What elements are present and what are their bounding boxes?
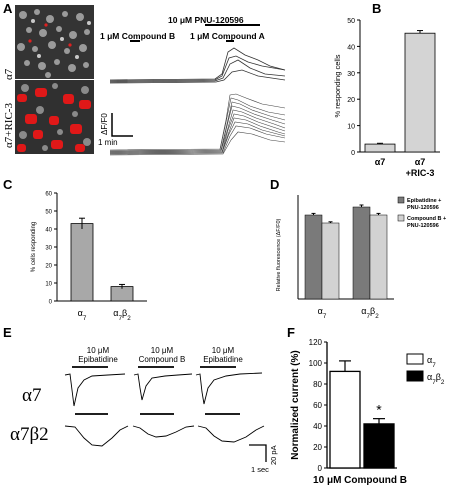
stim-e-3-conc: 10 μM bbox=[211, 346, 235, 355]
c-ytick-label: 40 bbox=[45, 228, 52, 234]
stim-e-2: 10 μM Compound B bbox=[122, 346, 202, 364]
f-xlabel: 10 μM Compound B bbox=[313, 475, 407, 486]
c-bar bbox=[110, 286, 134, 302]
d-bar bbox=[321, 222, 340, 300]
scale-bar-e bbox=[249, 444, 267, 462]
stim-e-3-name: Epibatidine bbox=[203, 355, 243, 364]
trace-e-a7b2-2 bbox=[132, 425, 195, 438]
stim-e-1-name: Epibatidine bbox=[78, 355, 118, 364]
d-legend-label: PNU-120596 bbox=[407, 205, 439, 211]
traces-a7 bbox=[109, 47, 286, 84]
f-legend-swatch bbox=[406, 370, 424, 382]
c-ytick-label: 60 bbox=[45, 192, 52, 198]
stim-label-pnu: 10 μM PNU-120596 bbox=[168, 15, 244, 25]
traces-a7-ric3 bbox=[109, 93, 286, 156]
scale-x-a: 1 min bbox=[98, 138, 118, 147]
d-ylabel: Relative fluorescence (ΔF/F0) bbox=[276, 218, 282, 291]
scale-x-e: 1 sec bbox=[251, 465, 269, 474]
scale-y-a: ΔF/F0 bbox=[100, 113, 109, 135]
f-ytick-label: 20 bbox=[313, 443, 322, 452]
stim-e-2-conc: 10 μM bbox=[150, 346, 174, 355]
f-ytick-label: 80 bbox=[313, 380, 322, 389]
micrograph-a7-ric3-image bbox=[15, 80, 94, 154]
panel-label-f: F bbox=[287, 325, 295, 340]
d-legend-swatch bbox=[397, 214, 405, 222]
f-ytick-label: 100 bbox=[309, 359, 323, 368]
c-bar bbox=[70, 223, 94, 302]
d-bar bbox=[304, 214, 323, 300]
d-bar bbox=[369, 214, 388, 300]
c-ytick-label: 20 bbox=[45, 264, 52, 270]
panel-label-b: B bbox=[372, 1, 382, 16]
b-ylabel: % responding cells bbox=[333, 54, 342, 117]
f-ytick-label: 60 bbox=[313, 401, 322, 410]
f-significance: * bbox=[376, 402, 382, 418]
d-xtick-label: α7 bbox=[318, 306, 327, 320]
d-legend-swatch bbox=[397, 196, 405, 204]
b-ytick-label: 0 bbox=[351, 150, 355, 157]
d-bar bbox=[352, 206, 371, 300]
stim-e-1-conc: 10 μM bbox=[86, 346, 110, 355]
calcium-traces bbox=[109, 24, 286, 156]
stim-label-compound-a: 1 μM Compound A bbox=[190, 31, 265, 41]
panel-label-a: A bbox=[3, 1, 13, 16]
panel-label-e: E bbox=[3, 325, 12, 340]
micrograph-a7-ric3 bbox=[15, 80, 94, 154]
scale-y-e: 20 pA bbox=[269, 445, 278, 465]
c-ytick-label: 0 bbox=[49, 300, 53, 306]
b-xtick-label: α7 bbox=[415, 157, 426, 167]
row-label-e-a7b2: α7β2 bbox=[10, 424, 49, 445]
c-xtick-label: α7β2 bbox=[113, 308, 131, 322]
b-ytick-label: 10 bbox=[347, 124, 355, 131]
chart-f: 0 20 40 60 80 100 120 Normalized current (%) * 10… bbox=[290, 338, 445, 486]
b-ytick-label: 40 bbox=[347, 44, 355, 51]
c-xtick-label: α7 bbox=[78, 308, 87, 322]
micrograph-a7-image bbox=[15, 5, 94, 79]
f-legend-label: α7β2 bbox=[427, 372, 445, 386]
c-ytick-label: 10 bbox=[45, 282, 52, 288]
d-legend-label: Epibatidine + bbox=[407, 198, 441, 204]
d-legend-label: PNU-120596 bbox=[407, 223, 439, 229]
trace-e-a7-2 bbox=[133, 373, 193, 401]
trace-e-a7-3 bbox=[195, 372, 263, 405]
scale-bar-a bbox=[111, 113, 133, 137]
micrograph-a7 bbox=[15, 5, 94, 79]
b-bar bbox=[404, 32, 436, 153]
row-label-e-a7: α7 bbox=[22, 385, 42, 406]
trace-e-a7b2-3 bbox=[197, 425, 265, 443]
f-ylabel: Normalized current (%) bbox=[290, 350, 301, 459]
b-ytick-label: 30 bbox=[347, 71, 355, 78]
panel-label-d: D bbox=[270, 177, 280, 192]
c-ytick-label: 50 bbox=[45, 210, 52, 216]
f-ytick-label: 0 bbox=[318, 464, 323, 473]
stim-label-compound-b: 1 μM Compound B bbox=[100, 31, 176, 41]
trace-e-a7-1 bbox=[64, 373, 126, 407]
panel-label-c: C bbox=[3, 177, 13, 192]
f-bar bbox=[363, 423, 395, 469]
f-ytick-label: 40 bbox=[313, 422, 322, 431]
stim-e-1: 10 μM Epibatidine bbox=[58, 346, 138, 364]
b-bar bbox=[364, 143, 396, 153]
b-ytick-label: 20 bbox=[347, 97, 355, 104]
chart-c: 0 10 20 30 40 50 60 % cells responding α7 α7β2 bbox=[31, 192, 147, 322]
stim-e-3: 10 μM Epibatidine bbox=[183, 346, 263, 364]
f-bar bbox=[329, 370, 361, 469]
d-legend-label: Compound B + bbox=[407, 216, 446, 222]
c-ytick-label: 30 bbox=[45, 246, 52, 252]
b-xtick-label: α7 bbox=[375, 157, 386, 167]
current-traces bbox=[64, 366, 267, 462]
f-ytick-label: 120 bbox=[309, 338, 323, 347]
f-legend-swatch bbox=[406, 353, 424, 365]
d-xtick-label: α7β2 bbox=[361, 306, 379, 320]
trace-e-a7b2-1 bbox=[64, 425, 129, 447]
c-ylabel: % cells responding bbox=[31, 222, 37, 272]
f-legend-label: α7 bbox=[427, 355, 436, 369]
stim-e-2-name: Compound B bbox=[138, 355, 186, 364]
b-ytick-label: 50 bbox=[347, 18, 355, 25]
b-xtick-label: +RIC-3 bbox=[406, 168, 435, 178]
chart-d: Relative fluorescence (ΔF/F0) α7 α7β2 Epiba… bbox=[276, 195, 446, 320]
